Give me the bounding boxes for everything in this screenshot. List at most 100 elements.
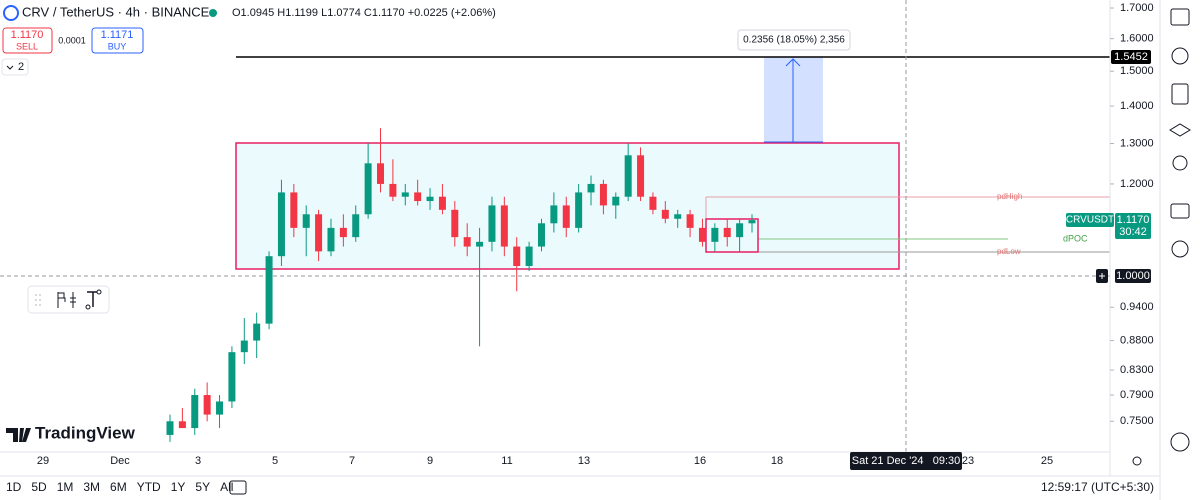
measure-arrowhead — [785, 58, 801, 67]
tool-1[interactable] — [57, 292, 66, 308]
chat-icon[interactable] — [1170, 203, 1190, 219]
sell-label: SELL — [16, 41, 38, 51]
crosshair-time: Sat 21 Dec '24 09:30 — [852, 455, 961, 467]
candle-body — [711, 227, 719, 242]
candle-body — [525, 246, 533, 266]
candle-body — [723, 227, 731, 238]
candle-body — [661, 209, 669, 219]
settings-icon[interactable] — [1132, 456, 1142, 466]
signal-icon[interactable] — [1171, 240, 1189, 258]
range-button[interactable]: 1D — [6, 480, 22, 494]
session-box[interactable] — [705, 218, 759, 253]
sell-button[interactable] — [2, 27, 53, 54]
clock: 12:59:17 (UTC+5:30) — [1041, 480, 1154, 494]
candle-body — [265, 256, 273, 324]
buy-price: 1.1171 — [101, 29, 134, 41]
candle-body — [612, 196, 620, 206]
layers-icon[interactable] — [1169, 123, 1191, 137]
watchlist-icon[interactable] — [1170, 8, 1190, 26]
candle-body — [451, 209, 459, 238]
candle-body — [364, 163, 372, 215]
pdlow-label: pdLow — [997, 247, 1021, 256]
range-button[interactable]: 5Y — [195, 480, 210, 494]
candle-body — [463, 237, 471, 247]
candle-body — [736, 223, 744, 238]
tool-3-dot — [85, 304, 91, 310]
candle-body — [575, 192, 583, 228]
measure-label-box — [737, 29, 851, 51]
chevron — [6, 65, 14, 70]
symbol-icon — [3, 5, 19, 21]
candle-body — [550, 205, 558, 224]
notes-icon[interactable] — [1171, 83, 1189, 105]
candle-body — [327, 227, 335, 252]
drag-handle[interactable] — [35, 294, 41, 306]
dpoc-label: dPOC — [1063, 233, 1088, 243]
time-label: Dec — [110, 455, 130, 467]
time-label: 13 — [578, 455, 590, 467]
tool-3-dot — [96, 289, 102, 295]
candle-body — [686, 214, 694, 228]
buy-button[interactable] — [91, 27, 144, 54]
time-label: 9 — [427, 455, 433, 467]
candle-body — [513, 246, 521, 266]
range-button[interactable]: 1M — [57, 480, 74, 494]
date-range-icon[interactable] — [229, 480, 247, 495]
candles — [166, 128, 756, 442]
candle-body — [191, 395, 199, 429]
last-tag — [1115, 213, 1151, 239]
price-tick-label: 0.7900 — [1120, 389, 1154, 401]
alerts-icon[interactable] — [1171, 47, 1189, 65]
range-bar: 1D 5D 1M 3M 6M YTD 1Y 5Y All — [6, 480, 233, 494]
time-label: 3 — [195, 455, 201, 467]
candle-body — [426, 196, 434, 202]
price-tick-label: 1.5000 — [1120, 65, 1154, 77]
crosshair-time-tag — [850, 452, 962, 470]
help-icon[interactable] — [1170, 432, 1190, 452]
price-tick-label: 1.2000 — [1120, 178, 1154, 190]
symbol[interactable]: CRV / TetherUS · 4h · BINANCE — [22, 4, 210, 19]
crosshair-tag — [1115, 269, 1151, 283]
countdown: 30:42 — [1119, 226, 1147, 238]
time-label: 25 — [1041, 455, 1053, 467]
range-button[interactable]: 1Y — [171, 480, 186, 494]
indicators-toggle[interactable] — [1, 58, 29, 76]
tool-2[interactable] — [70, 292, 76, 308]
price-tick-label: 0.7500 — [1120, 415, 1154, 427]
candle-body — [401, 192, 409, 197]
candle-body — [674, 214, 682, 219]
time-label: 18 — [771, 455, 783, 467]
range-button[interactable]: 3M — [83, 480, 100, 494]
line-tag — [1111, 50, 1151, 64]
price-tick-label: 1.7000 — [1120, 2, 1154, 14]
range-button[interactable]: All — [220, 480, 233, 494]
range-button[interactable]: 6M — [110, 480, 127, 494]
indicators-count: 2 — [18, 61, 24, 73]
brand-logo — [6, 428, 31, 442]
range-button[interactable]: 5D — [31, 480, 47, 494]
candle-body — [537, 223, 545, 247]
candle-body — [562, 205, 570, 228]
price-axis: 1.7000 1.6000 1.5000 1.4000 1.3000 1.2000 0.94… — [1110, 2, 1154, 427]
pdhigh-label: pdHigh — [997, 192, 1022, 201]
candle-body — [216, 401, 224, 415]
time-label: 29 — [37, 455, 49, 467]
candle-body — [290, 192, 298, 228]
candle-body — [339, 227, 347, 238]
price-tick-label: 1.4000 — [1120, 100, 1154, 112]
market-status — [209, 9, 217, 17]
buy-label: BUY — [108, 41, 127, 51]
candle-body — [476, 241, 484, 247]
candle-body — [414, 192, 422, 202]
time-axis: 29 Dec 3 5 7 9 11 13 16 18 23 25 — [37, 455, 1053, 467]
candle-body — [438, 196, 446, 210]
brand: TradingView — [35, 423, 136, 442]
time-label: 23 — [962, 455, 974, 467]
time-label: 11 — [501, 455, 512, 467]
ideas-icon[interactable] — [1172, 155, 1188, 171]
candle-body — [302, 214, 310, 228]
symbol-tag — [1066, 213, 1114, 227]
crosshair-price: 1.0000 — [1116, 270, 1150, 282]
range-button[interactable]: YTD — [137, 480, 161, 494]
